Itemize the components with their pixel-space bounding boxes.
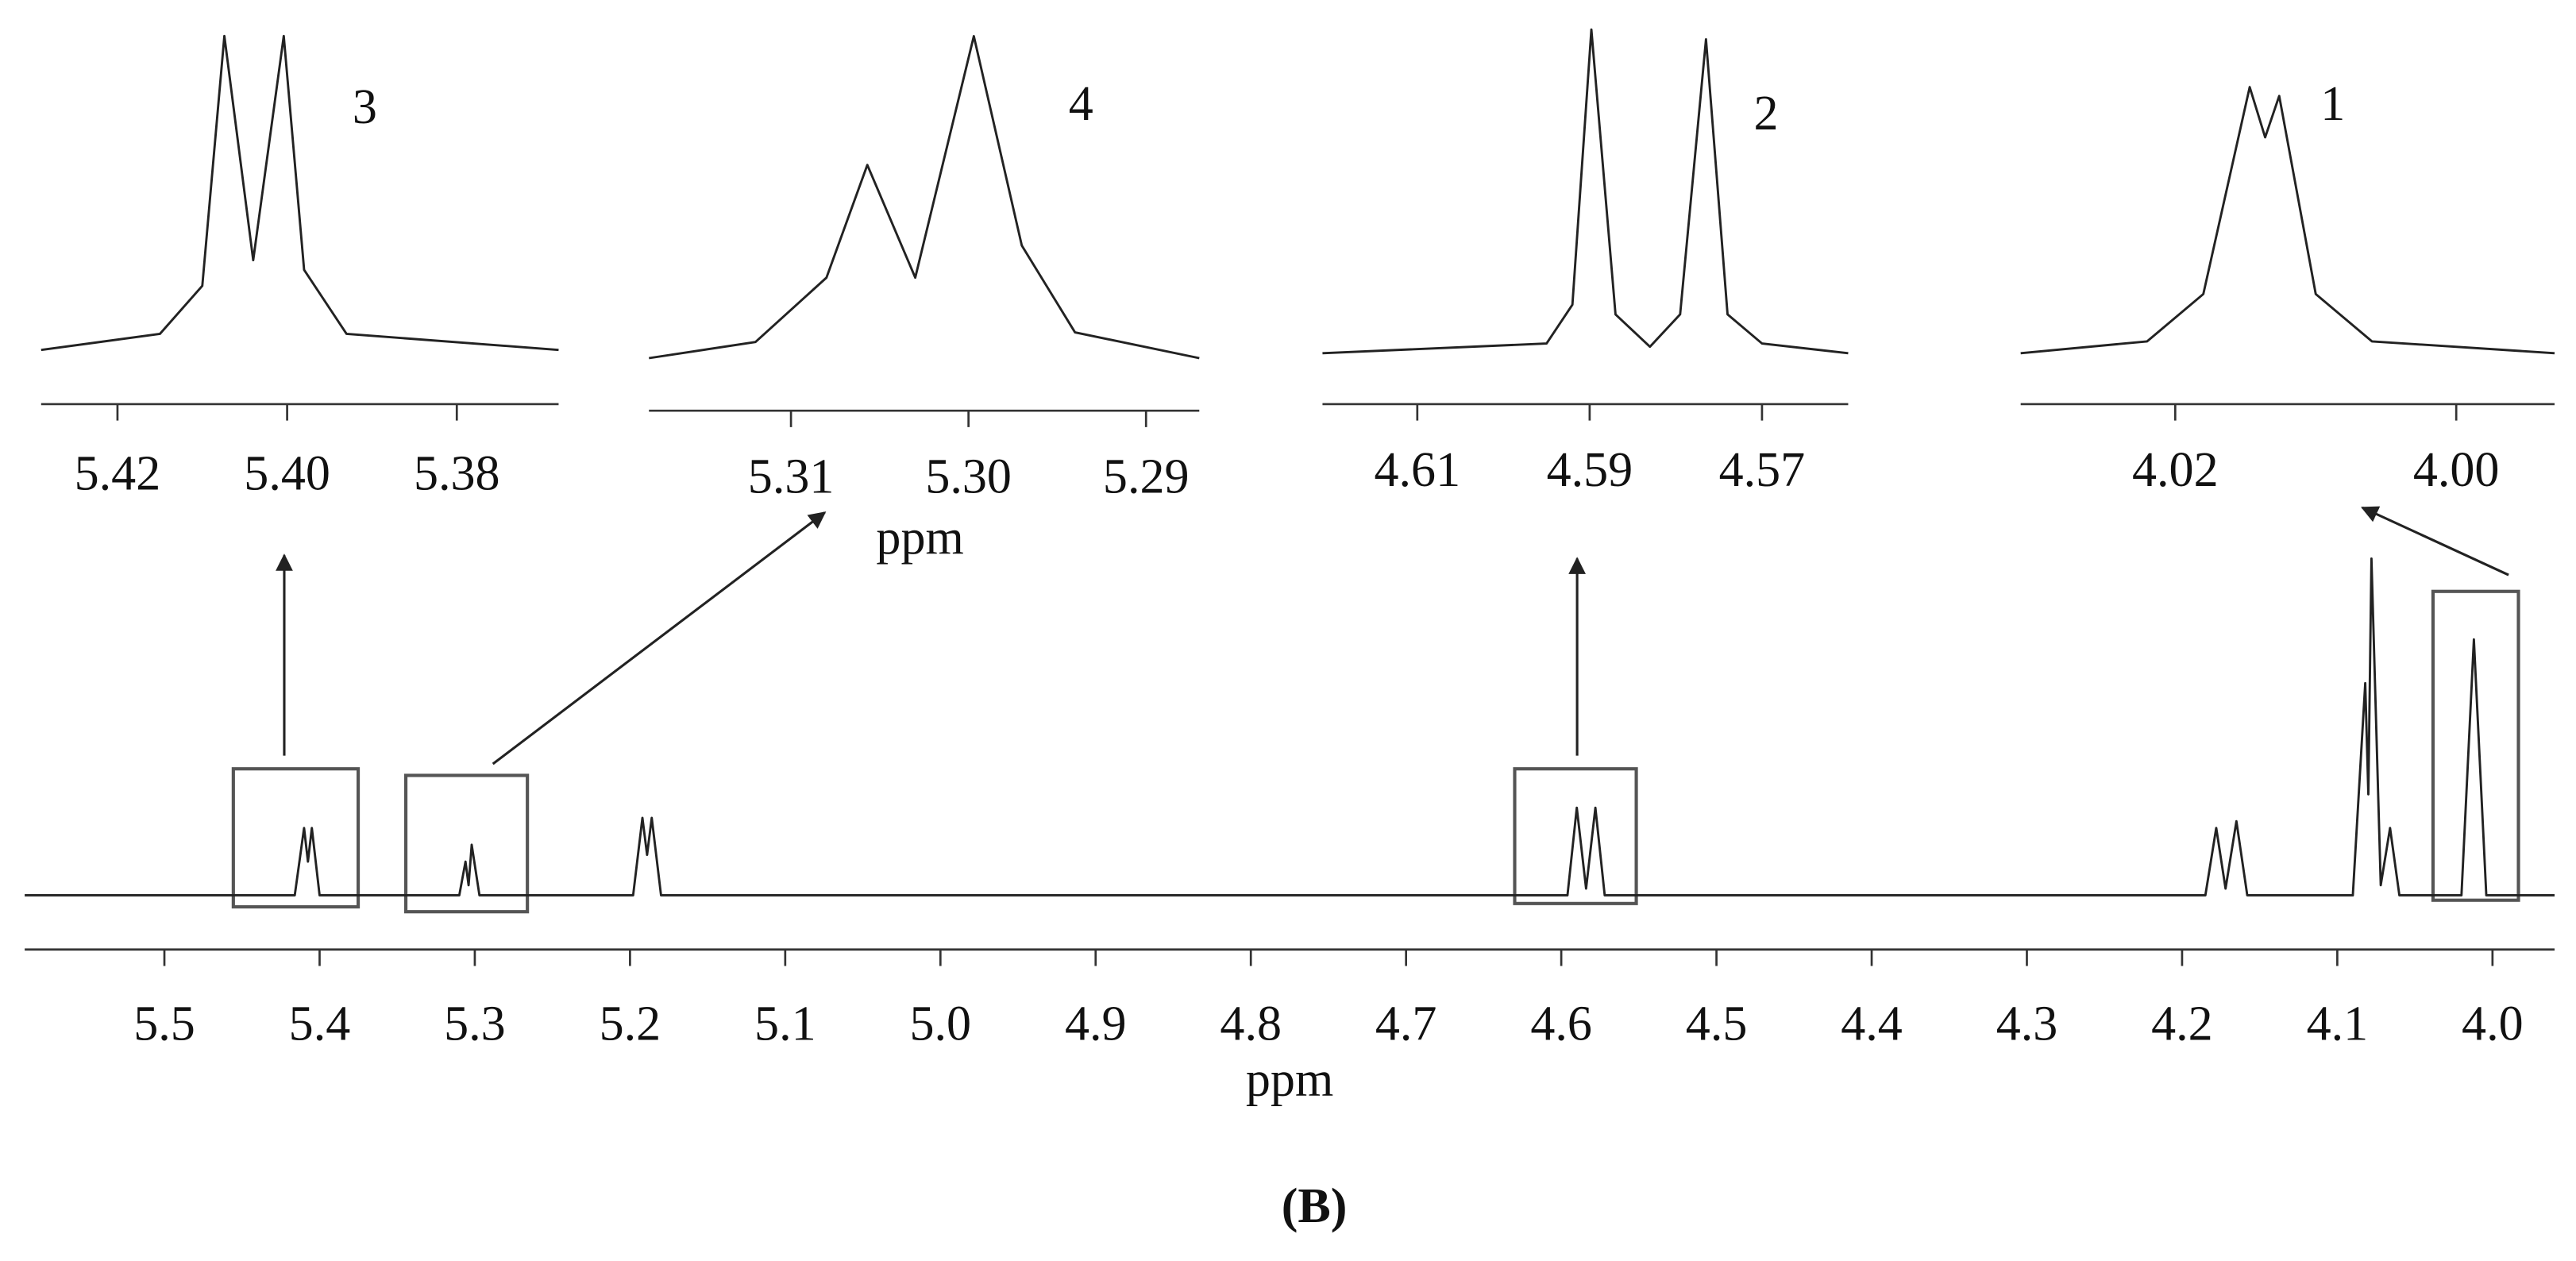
peak-label: 1 <box>2320 77 2345 131</box>
caption: (B) <box>1282 1179 1348 1233</box>
x-tick-label: 4.8 <box>1220 997 1282 1051</box>
x-tick-label: 5.3 <box>444 997 506 1051</box>
peak-label: 4 <box>1069 77 1093 131</box>
x-tick-label: 4.2 <box>2151 997 2213 1051</box>
box <box>1513 767 1638 905</box>
x-tick-label: 5.29 <box>1103 449 1190 503</box>
x-axis-label: ppm <box>1246 1053 1333 1107</box>
x-axis-label: ppm <box>876 511 963 565</box>
x-tick-label: 4.00 <box>2413 443 2500 497</box>
spectrum-line <box>1322 28 1849 355</box>
x-tick-label: 5.42 <box>75 446 161 500</box>
x-tick-label: 5.4 <box>289 997 351 1051</box>
x-tick-label: 4.4 <box>1841 997 1903 1051</box>
highlight-boxes <box>231 589 2520 914</box>
x-tick-label: 4.6 <box>1530 997 1592 1051</box>
spectrum-line <box>2020 86 2555 355</box>
spectrum-line <box>40 34 559 352</box>
spectrum-line <box>649 35 1200 360</box>
x-tick-label: 5.31 <box>748 449 835 503</box>
x-tick-label: 4.02 <box>2132 443 2219 497</box>
box <box>231 767 361 909</box>
box <box>2431 589 2520 902</box>
x-tick-label: 4.7 <box>1375 997 1437 1051</box>
arrow <box>2361 506 2509 577</box>
x-tick-label: 4.57 <box>1719 443 1806 497</box>
x-tick-label: 4.3 <box>1996 997 2058 1051</box>
x-tick-label: 5.0 <box>910 997 972 1051</box>
x-tick-label: 5.1 <box>754 997 816 1051</box>
peak-label: 2 <box>1754 87 1779 141</box>
x-tick-label: 4.9 <box>1065 997 1127 1051</box>
x-tick-label: 5.5 <box>133 997 195 1051</box>
x-tick-label: 5.40 <box>244 446 330 500</box>
arrows <box>276 506 2509 765</box>
arrow <box>492 511 827 765</box>
x-tick-label: 4.0 <box>2462 997 2524 1051</box>
x-tick-label: 5.2 <box>600 997 661 1051</box>
peak-label: 3 <box>353 80 377 134</box>
x-tick-label: 4.61 <box>1375 443 1461 497</box>
spectrum-line <box>25 557 2555 897</box>
x-tick-label: 5.38 <box>414 446 500 500</box>
x-tick-label: 4.59 <box>1547 443 1633 497</box>
x-tick-label: 4.5 <box>1686 997 1748 1051</box>
box <box>403 773 530 914</box>
x-tick-label: 4.1 <box>2307 997 2369 1051</box>
x-tick-label: 5.30 <box>925 449 1012 503</box>
